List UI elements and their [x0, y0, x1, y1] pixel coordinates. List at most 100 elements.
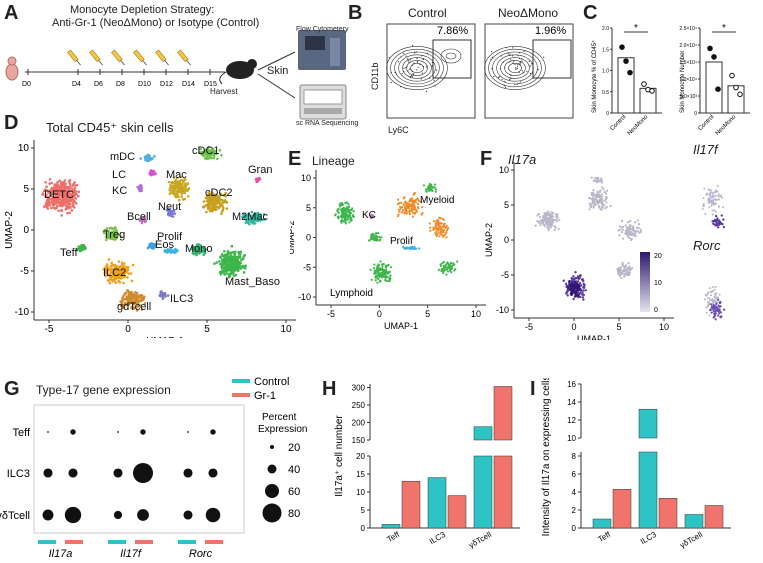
flow-event	[408, 61, 410, 63]
cluster-gdTcell-point	[135, 296, 138, 300]
il17a-bg-point	[637, 227, 640, 230]
cluster-Bcell-point	[141, 218, 144, 221]
cluster-cDC1-point	[205, 153, 209, 157]
il17a-bg-point	[600, 181, 603, 184]
il17f-bg-point	[710, 196, 713, 199]
c-cat-label: Control	[697, 114, 715, 132]
rorc-expr-point	[717, 298, 720, 302]
lineage-lymphoid-point	[456, 260, 459, 263]
cluster-ILC2-point	[126, 276, 129, 279]
cluster-ILC2-point	[114, 281, 118, 285]
cluster-Mac-point	[176, 176, 179, 180]
c-bar-Control	[617, 57, 635, 114]
lineage-prolif-point	[407, 246, 411, 250]
cluster-label-Prolif: Prolif	[157, 231, 183, 243]
cluster-cDC2-point	[210, 191, 214, 194]
lineage-myeloid-point	[399, 201, 403, 204]
il17a-bg-point	[627, 273, 630, 276]
rorc-expr-point	[720, 315, 723, 318]
lineage-lymphoid-point	[349, 218, 352, 222]
cluster-Mac-point	[179, 183, 183, 186]
cluster-Treg-point	[104, 228, 107, 232]
cluster-DETC-point	[61, 199, 64, 203]
cluster-KC-point	[139, 185, 143, 189]
umap-y-tick-label: 5	[504, 200, 509, 210]
cluster-DETC-point	[68, 211, 71, 215]
il17a-expr-point	[562, 279, 565, 282]
cluster-Mast_Baso-point	[225, 253, 229, 256]
c-cat-label: Control	[609, 114, 627, 132]
flow-event	[411, 75, 413, 78]
flow-event	[390, 81, 392, 84]
size-legend-dot	[270, 445, 274, 449]
h-tick-label: 200	[352, 419, 366, 428]
rorc-expr-point	[719, 305, 722, 308]
i-tick-label: 16	[567, 380, 576, 389]
lineage-lymphoid-point	[380, 274, 383, 277]
flow-event	[433, 79, 435, 81]
cluster-DETC-point	[57, 191, 60, 195]
cluster-Mast_Baso-point	[244, 264, 248, 267]
flow-event	[403, 52, 405, 55]
cluster-Mast_Baso-point	[232, 274, 236, 278]
lineage-myeloid-point	[447, 226, 450, 230]
il17a-expr-point	[582, 282, 585, 286]
flow-event	[411, 70, 413, 73]
flow-event	[414, 52, 416, 54]
day-label-D15: D15	[204, 81, 217, 88]
gene-control-bar	[108, 540, 126, 544]
umap-y-tick-label: 5	[306, 203, 311, 213]
h-bar-gr1-2-upper	[493, 386, 513, 441]
flow-event	[509, 54, 511, 57]
day-label-D10: D10	[138, 81, 151, 88]
lineage-myeloid-point	[438, 235, 441, 238]
il17a-bg-point	[588, 208, 591, 211]
cluster-gdTcell-point	[125, 296, 128, 300]
cluster-DETC-point	[56, 183, 60, 187]
flow-event	[508, 61, 510, 63]
lineage-myeloid-point	[445, 236, 448, 239]
cluster-DETC-point	[55, 187, 58, 191]
umap-y-tick-label: 10	[18, 143, 30, 154]
il17f-expr-point	[714, 220, 717, 223]
il17a-expr-point	[573, 280, 576, 284]
gene-il17f: Il17f	[693, 142, 718, 157]
lineage-lymphoid-point	[450, 270, 453, 274]
cluster-ILC2-point	[122, 281, 125, 285]
c-cat-label: NeoMono	[627, 114, 650, 137]
cluster-Mast_Baso-point	[236, 258, 239, 262]
panel-f-label: F	[480, 148, 493, 170]
flow-event	[493, 76, 495, 78]
il17a-bg-point	[625, 227, 628, 230]
cluster-DETC-point	[67, 192, 70, 196]
colorbar	[640, 252, 650, 312]
rorc-bg-point	[714, 285, 717, 288]
i-bar-control-2	[684, 514, 704, 529]
il17f-bg-point	[707, 202, 710, 205]
lineage-lymphoid-point	[370, 278, 373, 281]
cluster-Mac-point	[172, 176, 176, 179]
il17a-expr-point	[578, 281, 582, 285]
h-cat-label: ILC3	[428, 530, 448, 547]
cluster-cDC2-point	[224, 194, 228, 198]
cluster-mDC-point	[139, 157, 143, 160]
control-contour	[390, 48, 444, 88]
il17a-expr-point	[574, 277, 577, 280]
c-tick-label: 0	[694, 111, 697, 117]
lineage-lymphoid-point	[376, 267, 379, 271]
il17a-bg-point	[536, 214, 539, 217]
lineage-lymphoid-point	[443, 265, 446, 268]
flow-event	[413, 62, 415, 64]
cluster-gdTcell-point	[119, 300, 122, 303]
cluster-Mast_Baso-point	[220, 258, 224, 261]
lineage-lymphoid-point	[386, 275, 389, 279]
il17a-expr-point	[568, 288, 572, 291]
cluster-Neut-point	[173, 212, 176, 216]
lineage-lymphoid-point	[340, 209, 343, 212]
i-cat-label: ILC3	[639, 530, 659, 547]
panel-g-label: G	[4, 378, 20, 400]
il17a-expr-point	[582, 286, 585, 289]
cluster-M2Mac-point	[259, 213, 263, 216]
